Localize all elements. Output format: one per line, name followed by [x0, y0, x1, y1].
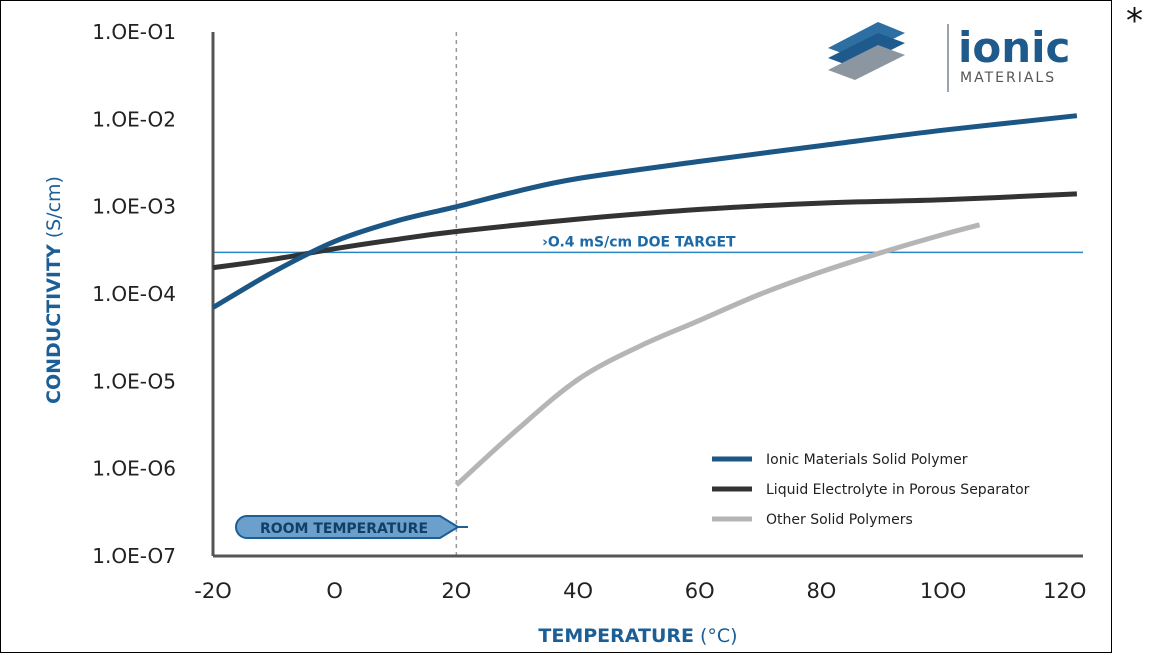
legend-label: Ionic Materials Solid Polymer — [766, 452, 968, 468]
logo-word: ionic — [958, 23, 1070, 72]
y-tick-label: 1.OE-O7 — [92, 544, 176, 568]
x-tick-label: -2O — [194, 579, 231, 603]
y-tick-label: 1.OE-O6 — [92, 457, 176, 481]
series-line-2 — [212, 191, 1078, 271]
y-tick-label: 1.OE-O4 — [92, 282, 176, 306]
x-tick-label: 8O — [806, 579, 836, 603]
y-axis-label: CONDUCTIVITY(S/cm) — [43, 176, 65, 404]
footnote-asterisk: * — [1126, 1, 1143, 41]
room-temperature-label: ROOM TEMPERATURE — [260, 521, 428, 537]
logo-subword: MATERIALS — [960, 70, 1056, 86]
x-tick-label: O — [326, 579, 343, 603]
x-axis-label: TEMPERATURE (°C) — [538, 625, 737, 647]
y-tick-label: 1.OE-O2 — [92, 107, 176, 131]
x-tick-label: 4O — [563, 579, 593, 603]
x-tick-label: 12O — [1043, 579, 1086, 603]
chart-legend: Ionic Materials Solid Polymer Liquid Elec… — [712, 452, 1030, 528]
ionic-materials-logo: ionic MATERIALS — [828, 22, 1070, 92]
series-line-1 — [211, 113, 1078, 310]
y-tick-label: 1.OE-O3 — [92, 195, 176, 219]
y-tick-label: 1.OE-O1 — [92, 20, 176, 44]
legend-label: Liquid Electrolyte in Porous Separator — [766, 482, 1030, 498]
y-tick-label: 1.OE-O5 — [92, 369, 176, 393]
x-tick-label: 2O — [441, 579, 471, 603]
x-tick-label: 1OO — [920, 579, 966, 603]
doe-target-label: ›O.4 mS/cm DOE TARGET — [542, 234, 736, 250]
chart-frame — [0, 0, 1112, 653]
series-line-3 — [454, 222, 981, 487]
x-tick-label: 6O — [685, 579, 715, 603]
legend-label: Other Solid Polymers — [766, 512, 913, 528]
room-temperature-badge: ROOM TEMPERATURE — [235, 515, 468, 539]
conductivity-chart: 1.OE-O7 1.OE-O6 1.OE-O5 1.OE-O4 1.OE-O3 1.OE-… — [43, 20, 1086, 647]
